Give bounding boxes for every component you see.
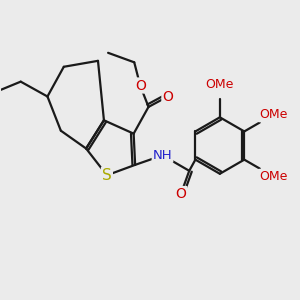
Text: OMe: OMe [206,77,234,91]
Text: OMe: OMe [259,108,287,121]
Text: O: O [162,89,173,103]
Text: OMe: OMe [259,170,287,183]
Text: NH: NH [153,149,172,162]
Text: O: O [176,187,186,201]
Text: O: O [135,79,146,92]
Text: S: S [102,168,112,183]
